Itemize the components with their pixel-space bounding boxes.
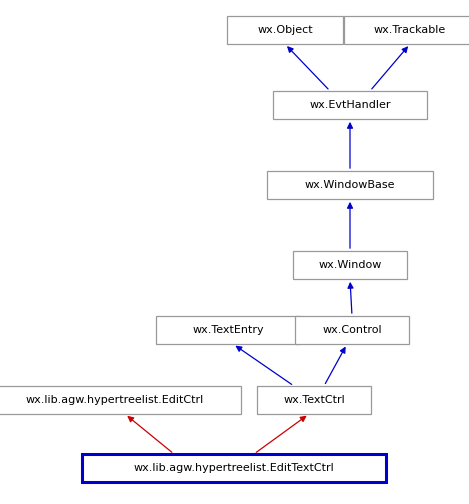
- Text: wx.TextEntry: wx.TextEntry: [192, 325, 264, 335]
- Bar: [257, 386, 371, 414]
- Text: wx.EvtHandler: wx.EvtHandler: [309, 100, 391, 110]
- Text: wx.Control: wx.Control: [322, 325, 382, 335]
- Bar: [295, 316, 409, 344]
- Bar: [156, 316, 300, 344]
- Bar: [82, 454, 386, 482]
- Bar: [293, 251, 407, 279]
- Bar: [273, 91, 427, 119]
- Bar: [344, 16, 469, 44]
- Bar: [267, 171, 433, 199]
- Text: wx.TextCtrl: wx.TextCtrl: [283, 395, 345, 405]
- Text: wx.Object: wx.Object: [257, 25, 313, 35]
- Bar: [0, 386, 241, 414]
- Text: wx.Trackable: wx.Trackable: [374, 25, 446, 35]
- Text: wx.lib.agw.hypertreelist.EditCtrl: wx.lib.agw.hypertreelist.EditCtrl: [26, 395, 204, 405]
- Bar: [227, 16, 343, 44]
- Text: wx.lib.agw.hypertreelist.EditTextCtrl: wx.lib.agw.hypertreelist.EditTextCtrl: [134, 463, 334, 473]
- Text: wx.WindowBase: wx.WindowBase: [305, 180, 395, 190]
- Text: wx.Window: wx.Window: [318, 260, 382, 270]
